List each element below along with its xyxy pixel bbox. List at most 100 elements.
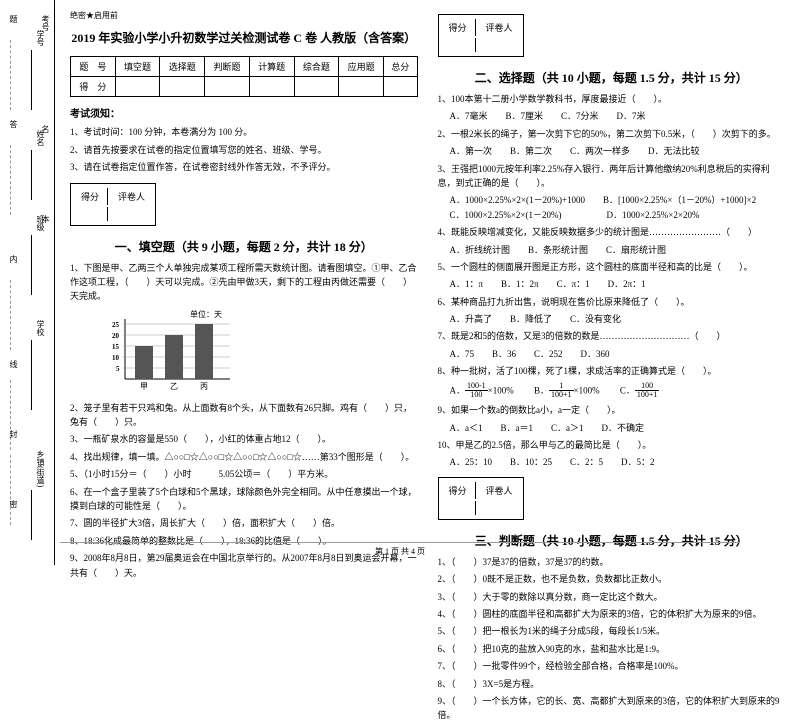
table-row: 得 分 xyxy=(71,77,418,97)
td xyxy=(294,77,339,97)
question: 7、圆的半径扩大3倍，周长扩大（ ）倍，面积扩大（ ）倍。 xyxy=(70,516,418,530)
th: 应用题 xyxy=(339,57,384,77)
svg-text:25: 25 xyxy=(112,321,120,329)
binding-side: 考号 xyxy=(40,15,51,31)
options: A．第一次 B．第二次 C．两次一样多 D．无法比较 xyxy=(438,144,786,158)
th: 判断题 xyxy=(205,57,250,77)
th: 综合题 xyxy=(294,57,339,77)
binding-margin: 学号 考号 姓名 名 班级 本 学校 乡镇(街道) 题 答 内 线 封 密 xyxy=(0,0,55,565)
left-column: 绝密★启用前 2019 年实验小学小升初数学过关检测试卷 C 卷 人教版（含答案… xyxy=(70,10,418,560)
binding-inner: 封 xyxy=(8,430,19,438)
td xyxy=(205,77,250,97)
page-footer: 第 1 页 共 4 页 xyxy=(0,542,800,557)
question: 8、种一批树，活了100棵，死了1棵，求成活率的正确算式是（ ）。 xyxy=(438,364,786,378)
scorer-cell xyxy=(110,207,153,221)
dash xyxy=(10,145,32,215)
scorer-cell xyxy=(73,207,108,221)
binding-inner: 题 xyxy=(8,15,19,23)
question: 8、（ ）3X=5是方程。 xyxy=(438,677,786,691)
question: 6、（ ）把10克的盐放入90克的水，盐和盐水比是1:9。 xyxy=(438,642,786,656)
td xyxy=(339,77,384,97)
question: 3、（ ）大于零的数除以真分数，商一定比这个数大。 xyxy=(438,590,786,604)
score-summary-table: 题 号 填空题 选择题 判断题 计算题 综合题 应用题 总分 得 分 xyxy=(70,56,418,97)
scorer-cell xyxy=(441,38,476,52)
binding-inner: 线 xyxy=(8,360,19,368)
binding-inner: 内 xyxy=(8,255,19,263)
th: 选择题 xyxy=(160,57,205,77)
question: 4、既能反映增减变化，又能反映数据多少的统计图是……………………（ ） xyxy=(438,225,786,239)
exam-title: 2019 年实验小学小升初数学过关检测试卷 C 卷 人教版（含答案） xyxy=(70,29,418,46)
scorer-label: 得分 xyxy=(441,19,476,36)
question: 5、一个圆柱的侧面展开图是正方形，这个圆柱的底面半径和高的比是（ ）。 xyxy=(438,260,786,274)
td xyxy=(249,77,294,97)
scorer-label: 评卷人 xyxy=(110,188,153,205)
svg-text:甲: 甲 xyxy=(140,382,148,391)
notice-item: 1、考试时间：100 分钟，本卷满分为 100 分。 xyxy=(70,126,418,140)
formula-options: A．100-1100×100% B．1100+1×100% C．100100+1 xyxy=(438,382,786,401)
binding-inner: 答 xyxy=(8,120,19,128)
svg-text:丙: 丙 xyxy=(200,382,208,391)
exam-page: 学号 考号 姓名 名 班级 本 学校 乡镇(街道) 题 答 内 线 封 密 绝密… xyxy=(0,0,800,565)
td xyxy=(115,77,160,97)
binding-side: 名 xyxy=(40,125,51,133)
question: 10、甲是乙的2.5倍，那么甲与乙的最简比是（ ）。 xyxy=(438,438,786,452)
content-area: 绝密★启用前 2019 年实验小学小升初数学过关检测试卷 C 卷 人教版（含答案… xyxy=(55,0,800,565)
footer-line xyxy=(60,542,740,543)
opt-label: B． xyxy=(534,385,549,395)
td xyxy=(160,77,205,97)
scorer-cell xyxy=(441,501,476,515)
options: A．折线统计图 B．条形统计图 C．扇形统计图 xyxy=(438,243,786,257)
scorer-label: 得分 xyxy=(73,188,108,205)
question: 9、如果一个数a的倒数比a小，a一定（ ）。 xyxy=(438,403,786,417)
dash xyxy=(10,455,32,525)
secret-label: 绝密★启用前 xyxy=(70,10,418,21)
right-column: 得分 评卷人 二、选择题（共 10 小题，每题 1.5 分，共计 15 分） 1… xyxy=(438,10,786,560)
dash xyxy=(10,40,32,110)
question: 3、王强把1000元按年利率2.25%存入银行．两年后计算他缴纳20%利息税后的… xyxy=(438,162,786,191)
section-1-title: 一、填空题（共 9 小题，每题 2 分，共计 18 分） xyxy=(70,238,418,255)
scorer-cell xyxy=(478,38,521,52)
question: 7、（ ）一批零件99个，经检验全部合格，合格率是100%。 xyxy=(438,659,786,673)
bar-chart: 单位：天 25 20 15 10 5 甲 乙 丙 xyxy=(100,309,418,396)
binding-label-town: 乡镇(街道) xyxy=(35,450,46,487)
fraction: 1100+1 xyxy=(549,382,574,401)
question: 2、一根2米长的绳子，第一次剪下它的50%，第二次剪下0.5米，（ ）次剪下的多… xyxy=(438,127,786,141)
question: 2、笼子里有若干只鸡和兔。从上面数有8个头，从下面数有26只脚。鸡有（ ）只，兔… xyxy=(70,401,418,430)
th: 总分 xyxy=(383,57,417,77)
th: 填空题 xyxy=(115,57,160,77)
options: A．75 B．36 C．252 D．360 xyxy=(438,347,786,361)
th: 计算题 xyxy=(249,57,294,77)
table-row: 题 号 填空题 选择题 判断题 计算题 综合题 应用题 总分 xyxy=(71,57,418,77)
scorer-cell xyxy=(478,501,521,515)
question: 5、（ ）把一根长为1米的绳子分成5段，每段长1/5米。 xyxy=(438,624,786,638)
scorer-box: 得分 评卷人 xyxy=(70,183,156,226)
question: 4、（ ）圆柱的底面半径和高都扩大为原来的3倍，它的体积扩大为原来的9倍。 xyxy=(438,607,786,621)
dash xyxy=(10,380,32,450)
dash xyxy=(10,280,32,350)
question: 6、某种商品打九折出售，说明现在售价比原来降低了（ ）。 xyxy=(438,295,786,309)
binding-side: 本 xyxy=(40,215,51,223)
svg-text:乙: 乙 xyxy=(170,382,178,391)
binding-inner: 密 xyxy=(8,500,19,508)
formula-tail: ×100% xyxy=(574,385,600,395)
question: 7、既是2和5的倍数，又是3的倍数的数是…………………………（ ） xyxy=(438,329,786,343)
options: A．升高了 B．降低了 C．没有变化 xyxy=(438,312,786,326)
scorer-label: 评卷人 xyxy=(478,19,521,36)
svg-text:5: 5 xyxy=(116,365,120,373)
svg-text:10: 10 xyxy=(112,354,120,362)
scorer-box: 得分 评卷人 xyxy=(438,14,524,57)
fraction: 100100+1 xyxy=(635,382,660,401)
question: 3、一瓶矿泉水的容量是550（ ），小红的体重占地12（ ）。 xyxy=(70,432,418,446)
td xyxy=(383,77,417,97)
question: 1、下图是甲、乙两三个人单独完成某项工程所需天数统计图。请看图填空。①甲、乙合作… xyxy=(70,261,418,304)
td: 得 分 xyxy=(71,77,116,97)
options: A．1：π B．1：2π C．π：1 D．2π：1 xyxy=(438,277,786,291)
opt-label: C． xyxy=(620,385,635,395)
notice-item: 2、请首先按要求在试卷的指定位置填写您的姓名、班级、学号。 xyxy=(70,144,418,158)
fraction: 100-1100 xyxy=(465,382,488,401)
svg-text:20: 20 xyxy=(112,332,120,340)
scorer-label: 评卷人 xyxy=(478,482,521,499)
question: 9、（ ）一个长方体，它的长、宽、高都扩大到原来的3倍，它的体积扩大到原来的9倍… xyxy=(438,694,786,723)
options: A．1000×2.25%×2×(1－20%)+1000 B．[1000×2.25… xyxy=(438,193,786,222)
question: 4、找出规律，填一填。△○○□☆△○○□☆△○○□☆△○○□☆……第33个图形是… xyxy=(70,450,418,464)
